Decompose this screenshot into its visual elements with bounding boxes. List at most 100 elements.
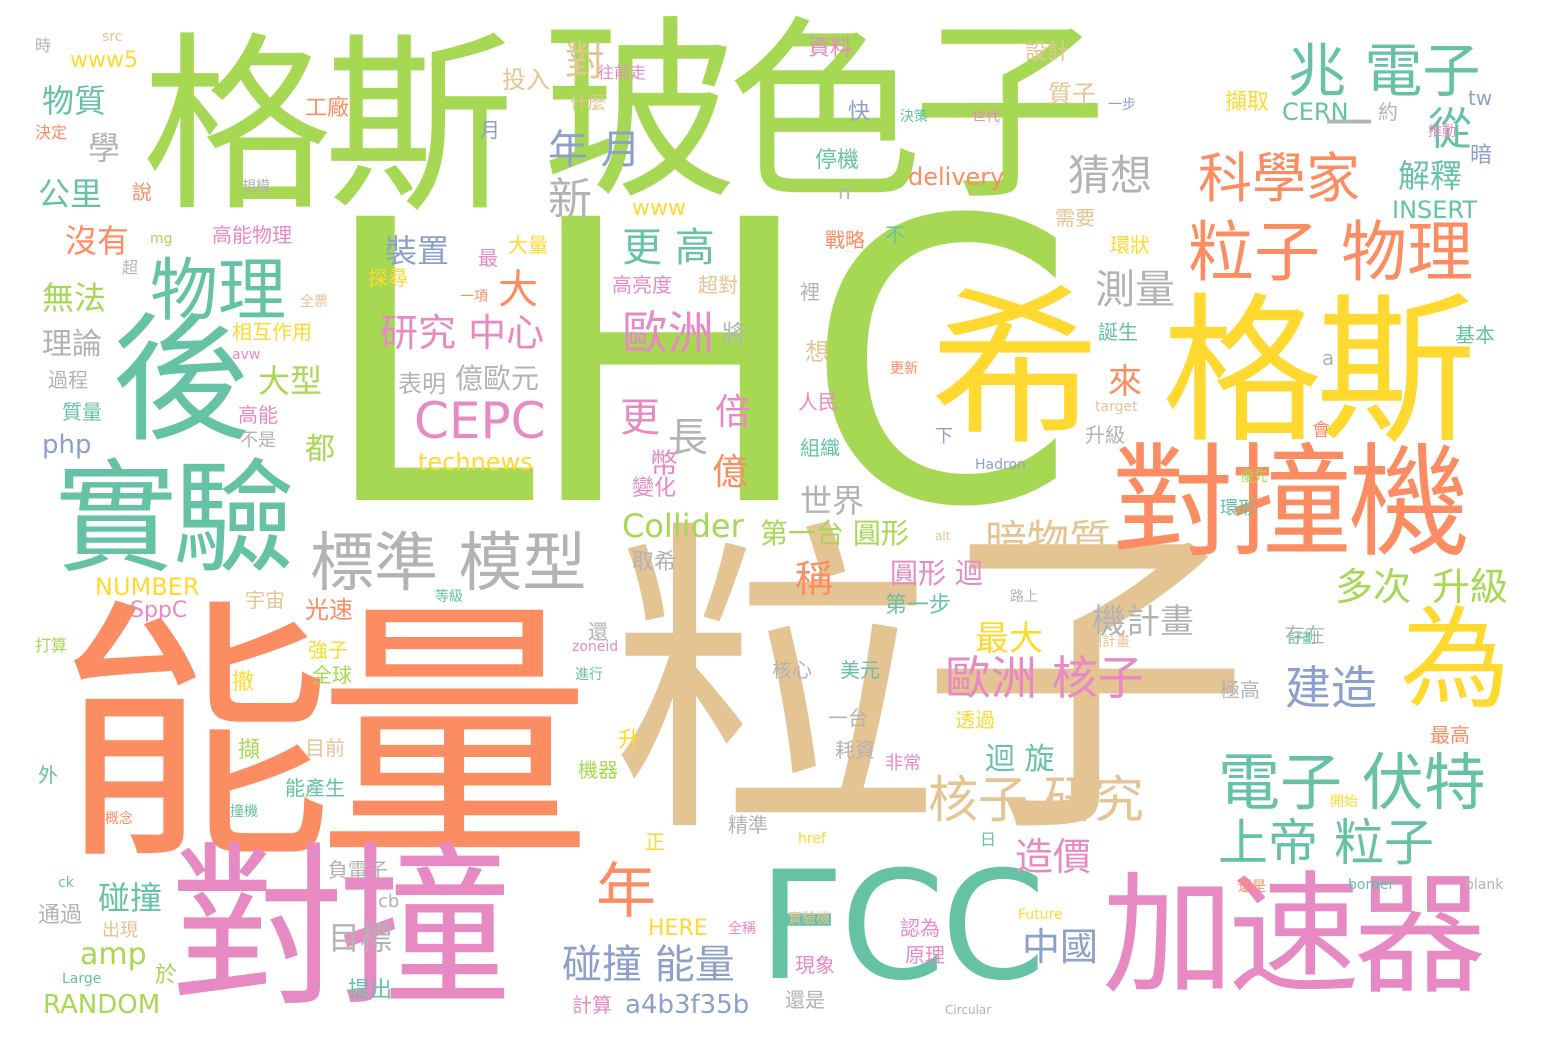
word-zuigao: 最高 — [1430, 723, 1470, 747]
word-shuo: 說 — [132, 180, 152, 204]
word-renmin: 人民 — [798, 390, 838, 414]
word-tichu: 提出 — [348, 978, 393, 1003]
word-meiyou: 沒有 — [65, 222, 130, 260]
word-gengxin: 更新 — [890, 361, 918, 377]
word-chao: 超 — [122, 258, 139, 277]
word-mg: mg — [150, 231, 173, 247]
word-qiangzi: 強子 — [308, 638, 348, 662]
word-zhao-dianzi: 兆 電子 — [1288, 37, 1481, 105]
word-large: Large — [62, 971, 102, 987]
word-gaoneng: 高能 — [238, 403, 278, 427]
word-guimo: 規模 — [242, 179, 270, 195]
word-kaishi: 開始 — [1330, 794, 1358, 810]
word-shenme: 什麼 — [570, 93, 606, 114]
word-cepc: CEPC — [414, 392, 546, 450]
word-shidai: 世代 — [972, 109, 1000, 125]
word-fudianzi: 負電子 — [328, 858, 388, 882]
word-pengzhuang-nengliang: 碰撞 能量 — [562, 942, 735, 988]
word-xie: 擷 — [238, 738, 261, 763]
word-gongli: 公里 — [38, 175, 103, 213]
word-shengji-gray: 升級 — [1085, 423, 1125, 447]
word-hui-xuan: 迴 旋 — [985, 742, 1055, 777]
word-cb: cb — [378, 891, 400, 912]
word-blank: blank — [1465, 877, 1504, 893]
word-xianghuzuoyong: 相互作用 — [232, 320, 312, 344]
word-xi: 希 — [930, 271, 1101, 469]
word-youxian: 優先 — [1240, 469, 1268, 485]
word-chuxian: 出現 — [102, 920, 138, 941]
word-lhc: LHC — [318, 138, 1077, 592]
word-yanjiu-zhongxin: 研究 中心 — [380, 311, 545, 355]
word-jiasuqi: 加速器 — [1102, 859, 1486, 1013]
word-nian-yue: 年 月 — [548, 127, 641, 173]
word-quanqiu: 全球 — [312, 663, 352, 687]
word-cunzai: 存在 — [1285, 623, 1325, 647]
word-an: 暗 — [1470, 143, 1493, 168]
word-yi-yi: 億 — [712, 452, 749, 493]
word-yibu: 一步 — [1108, 97, 1136, 113]
word-delivery: delivery — [908, 163, 1005, 191]
word-nengliang: 能量 — [58, 577, 592, 897]
word-ck: ck — [58, 875, 74, 891]
word-xia: 下 — [935, 426, 953, 447]
word-pengzhuang: 碰撞 — [98, 879, 163, 917]
word-da: 大 — [498, 267, 538, 313]
word-quxi: 取希 — [632, 550, 677, 575]
word-amp: amp — [80, 937, 147, 972]
word-href: href — [798, 831, 826, 847]
word-ziliao: 資料 — [808, 36, 853, 61]
word-hexin: 核心 — [772, 658, 812, 682]
word-tw: tw — [1468, 86, 1493, 110]
word-number: NUMBER — [95, 573, 200, 601]
word-tongguo: 通過 — [38, 903, 83, 928]
word-gesi-green: 格斯 — [142, 16, 514, 237]
word-xiang: 想 — [805, 338, 829, 366]
word-tanxun: 探尋 — [368, 266, 408, 290]
word-zuida: 最大 — [975, 619, 1043, 659]
word-yitai: 一台 — [828, 706, 868, 730]
word-huanzhuang: 環狀 — [1110, 233, 1150, 257]
word-hou: 後 — [112, 300, 251, 461]
word-zoneid: zoneid — [572, 639, 619, 655]
word-bushi: 不是 — [240, 430, 276, 451]
word-zhengshi: 正是 — [838, 794, 866, 810]
word-hezi-yanjiu: 核子 研究 — [928, 771, 1144, 829]
word-diyitai-yuanxing: 第一台 圓形 — [760, 517, 909, 550]
word-jiqi: 機器 — [578, 758, 618, 782]
word-gaonengwuli: 高能物理 — [212, 223, 292, 247]
word-kuai: 快 — [848, 100, 871, 125]
word-wuli: 物理 — [150, 252, 287, 331]
word-shiyan: 實驗 — [55, 448, 295, 590]
word-yuanxing-hui: 圓形 迴 — [890, 557, 983, 590]
word-nian-orange: 年 — [596, 857, 656, 927]
word-cheng: 稱 — [795, 557, 834, 601]
word-future: Future — [1018, 907, 1063, 923]
word-huanxing: 環形 — [1220, 498, 1256, 519]
word-duizhuang: 對撞 — [170, 828, 512, 1031]
word-renwei: 認為 — [900, 916, 940, 940]
word-alt: alt — [935, 529, 951, 543]
word-li: 裡 — [800, 280, 820, 304]
word-tingji: 停機 — [815, 148, 860, 173]
word-lai: 來 — [1108, 362, 1142, 402]
word-dianzi-fute: 電子 伏特 — [1218, 746, 1486, 819]
word-avw: avw — [232, 347, 261, 363]
word-target: target — [1095, 399, 1138, 415]
word-juece: 決策 — [900, 109, 928, 125]
word-shijie: 世界 — [800, 482, 865, 520]
word-jinxing: 進行 — [575, 667, 603, 683]
word-chaodui: 超對 — [698, 273, 738, 297]
word-random: RANDOM — [43, 990, 161, 1020]
word-zui: 最 — [478, 246, 498, 270]
word-gaoliangdu: 高亮度 — [612, 273, 672, 297]
word-wufa: 無法 — [42, 279, 107, 317]
word-dasuan: 打算 — [35, 636, 68, 655]
word-zhanlue: 戰略 — [825, 228, 865, 252]
word-haozi: 耗資 — [835, 738, 875, 762]
word-sppc: SppC — [130, 598, 188, 623]
word-che: 撤 — [232, 670, 255, 695]
word-yuzhou: 宇宙 — [245, 588, 285, 612]
word-hui: 會 — [1312, 420, 1330, 441]
word-yuanli: 原理 — [905, 943, 945, 967]
word-lilun: 理論 — [42, 327, 102, 362]
